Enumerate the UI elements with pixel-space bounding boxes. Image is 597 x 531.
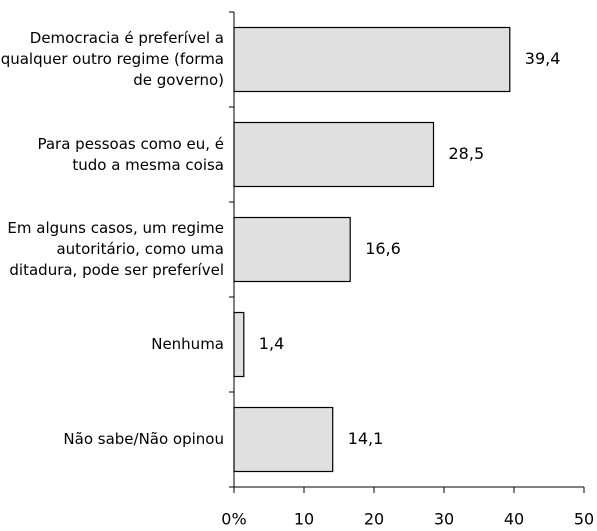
category-label-box: Para pessoas como eu, é tudo a mesma coi… bbox=[0, 107, 224, 202]
bar bbox=[233, 121, 435, 188]
bar bbox=[233, 406, 334, 473]
category-label: Não sabe/Não opinou bbox=[63, 430, 224, 448]
value-label: 16,6 bbox=[365, 239, 401, 258]
x-tick-label: 40 bbox=[504, 510, 524, 529]
category-label-box: Democracia é preferível a qualquer outro… bbox=[0, 12, 224, 107]
category-label-box: Nenhuma bbox=[0, 297, 224, 392]
bar bbox=[233, 26, 511, 93]
category-label: Nenhuma bbox=[151, 335, 224, 353]
x-tick-label: 10 bbox=[294, 510, 314, 529]
category-label-box: Não sabe/Não opinou bbox=[0, 392, 224, 487]
bar bbox=[233, 216, 351, 283]
value-label: 39,4 bbox=[525, 49, 561, 68]
x-tick-label: 30 bbox=[434, 510, 454, 529]
value-label: 14,1 bbox=[348, 429, 384, 448]
category-label: Para pessoas como eu, é tudo a mesma coi… bbox=[37, 134, 224, 174]
category-label-box: Em alguns casos, um regime autoritário, … bbox=[0, 202, 224, 297]
x-tick-label: 20 bbox=[364, 510, 384, 529]
category-label: Democracia é preferível a qualquer outro… bbox=[0, 29, 224, 89]
bar bbox=[233, 311, 245, 378]
x-tick-label: 50 bbox=[574, 510, 594, 529]
value-label: 28,5 bbox=[449, 144, 485, 163]
value-label: 1,4 bbox=[259, 334, 284, 353]
x-tick-label: 0% bbox=[221, 510, 246, 529]
category-label: Em alguns casos, um regime autoritário, … bbox=[7, 219, 224, 279]
